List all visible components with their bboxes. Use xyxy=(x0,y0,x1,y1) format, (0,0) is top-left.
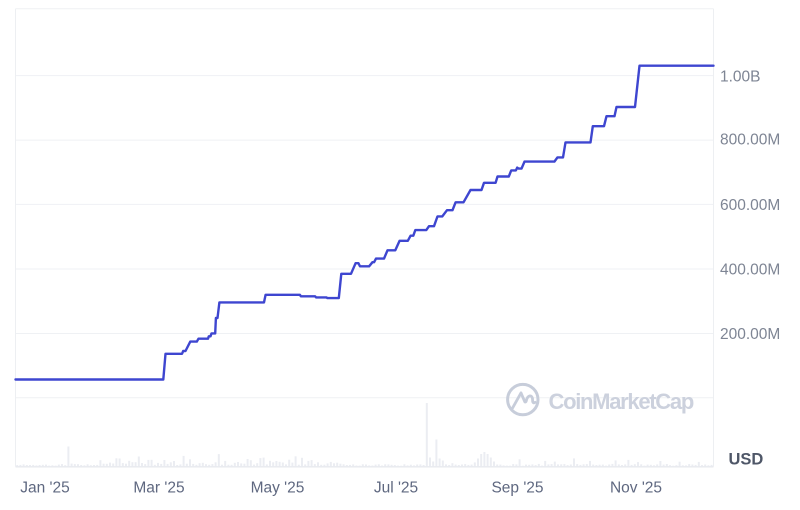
svg-text:400.00M: 400.00M xyxy=(720,262,780,279)
svg-text:800.00M: 800.00M xyxy=(720,132,780,149)
svg-text:May '25: May '25 xyxy=(251,480,305,497)
svg-text:Mar '25: Mar '25 xyxy=(133,480,184,497)
svg-text:Jul '25: Jul '25 xyxy=(374,480,418,497)
svg-text:200.00M: 200.00M xyxy=(720,326,780,343)
svg-text:600.00M: 600.00M xyxy=(720,197,780,214)
svg-text:1.00B: 1.00B xyxy=(720,68,761,85)
svg-text:Sep '25: Sep '25 xyxy=(491,480,543,497)
svg-text:Nov '25: Nov '25 xyxy=(610,480,662,497)
svg-text:Jan '25: Jan '25 xyxy=(20,480,70,497)
svg-text:USD: USD xyxy=(729,451,764,469)
svg-text:CoinMarketCap: CoinMarketCap xyxy=(549,389,694,414)
